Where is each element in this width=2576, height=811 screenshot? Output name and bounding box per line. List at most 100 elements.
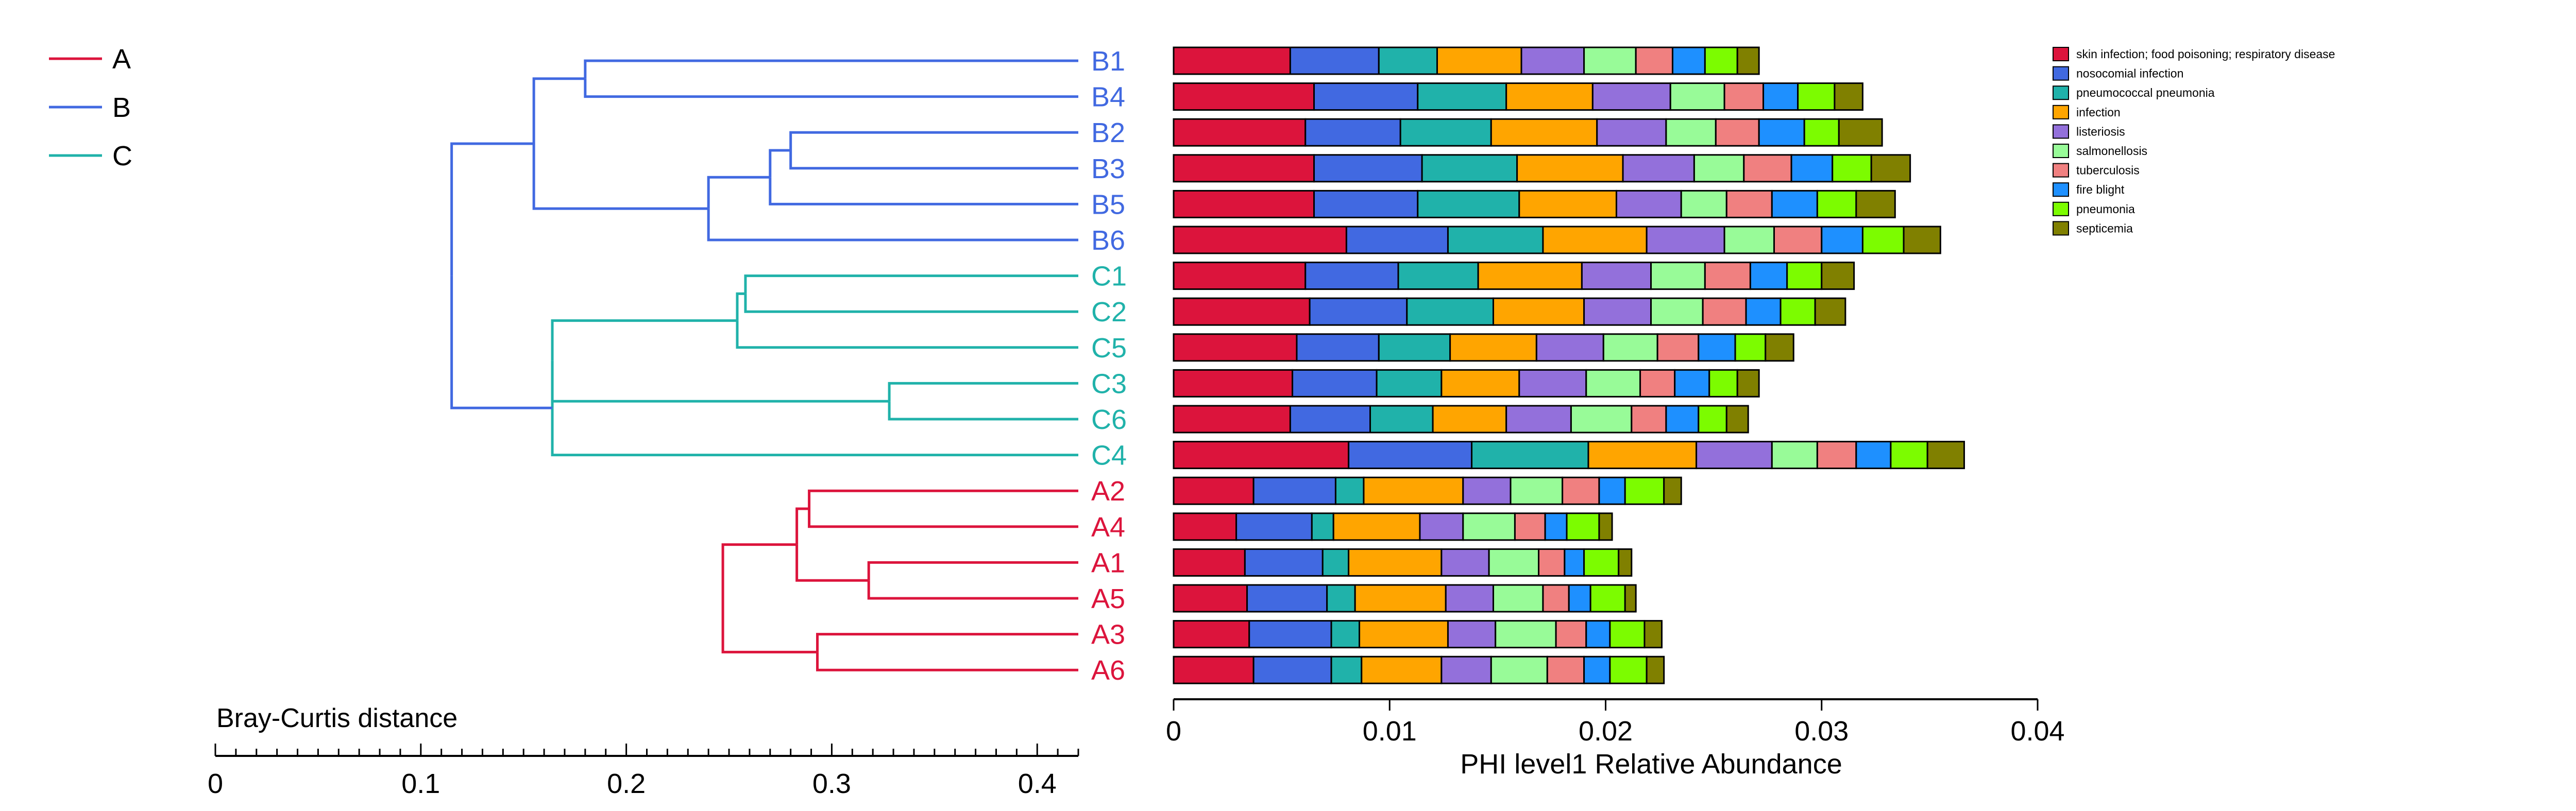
series-legend-label: fire blight bbox=[2076, 183, 2125, 196]
bar-segment bbox=[1173, 369, 1294, 398]
bar-segment bbox=[1646, 226, 1725, 254]
group-legend: ABC bbox=[49, 44, 132, 171]
bar-segment bbox=[1715, 118, 1760, 147]
dendrogram-branch bbox=[789, 131, 1078, 150]
bar-row bbox=[1173, 333, 1794, 362]
bar-segment bbox=[1736, 46, 1760, 75]
bar-segment bbox=[1758, 118, 1805, 147]
bar-row bbox=[1173, 118, 1883, 147]
dendrogram-branch bbox=[888, 401, 1078, 421]
bar-segment bbox=[1564, 548, 1585, 577]
bar-segment bbox=[1544, 512, 1568, 541]
dendrogram-branch bbox=[744, 274, 1078, 294]
bar-segment bbox=[1432, 405, 1507, 434]
bar-segment bbox=[1581, 262, 1652, 290]
bar-segment bbox=[1440, 548, 1490, 577]
bar-segment bbox=[1173, 82, 1315, 111]
bar-segment bbox=[1173, 118, 1307, 147]
bar-segment bbox=[1235, 512, 1313, 541]
series-legend-swatch bbox=[2053, 144, 2069, 158]
bar-segment bbox=[1723, 226, 1775, 254]
series-legend-swatch bbox=[2053, 66, 2069, 81]
bar-segment bbox=[1447, 226, 1544, 254]
bar-segment bbox=[1698, 333, 1736, 362]
bar-segment bbox=[1650, 262, 1706, 290]
dendrogram-branch bbox=[450, 142, 534, 276]
distance-tick-label: 0 bbox=[208, 768, 223, 799]
bar-segment bbox=[1173, 512, 1238, 541]
bar-segment bbox=[1723, 82, 1765, 111]
bar-segment bbox=[1440, 369, 1520, 398]
series-legend-label: nosocomial infection bbox=[2076, 67, 2183, 80]
distance-tick-label: 0.1 bbox=[401, 768, 440, 799]
bar-segment bbox=[1492, 297, 1585, 326]
bar-segment bbox=[1635, 46, 1673, 75]
bar-segment bbox=[1345, 226, 1449, 254]
bar-segment bbox=[1417, 189, 1520, 218]
abundance-tick-label: 0.02 bbox=[1579, 716, 1633, 747]
bar-segment bbox=[1330, 620, 1361, 649]
series-legend-swatch bbox=[2053, 201, 2069, 216]
bar-segment bbox=[1518, 369, 1587, 398]
leaf-label: A5 bbox=[1091, 583, 1125, 614]
leaf-label: C3 bbox=[1091, 368, 1127, 399]
bar-row bbox=[1173, 297, 1846, 326]
bar-segment bbox=[1734, 333, 1767, 362]
leaf-label: A4 bbox=[1091, 512, 1125, 543]
bar-segment bbox=[1693, 154, 1745, 183]
bar-row bbox=[1173, 226, 1941, 254]
distance-axis: Bray-Curtis distance 0 0.1 0.2 0.3 0.4 bbox=[208, 703, 1079, 799]
series-legend-swatch bbox=[2053, 85, 2069, 100]
bar-segment bbox=[1406, 297, 1494, 326]
bar-segment bbox=[1821, 226, 1863, 254]
bar-row bbox=[1173, 548, 1633, 577]
bar-segment bbox=[1816, 189, 1857, 218]
bar-segment bbox=[1583, 46, 1637, 75]
bar-segment bbox=[1780, 297, 1816, 326]
leaf-label: C1 bbox=[1091, 261, 1127, 292]
bar-segment bbox=[1492, 584, 1544, 613]
bar-segment bbox=[1598, 512, 1613, 541]
bar-row bbox=[1173, 584, 1637, 613]
bar-segment bbox=[1447, 620, 1497, 649]
bar-segment bbox=[1292, 369, 1378, 398]
bar-segment bbox=[1369, 405, 1434, 434]
bar-segment bbox=[1445, 584, 1494, 613]
bar-segment bbox=[1535, 333, 1604, 362]
bar-segment bbox=[1773, 226, 1823, 254]
bar-segment bbox=[1436, 46, 1522, 75]
leaf-label: B3 bbox=[1091, 153, 1125, 184]
bar-segment bbox=[1855, 189, 1896, 218]
bar-segment bbox=[1926, 441, 1965, 470]
bar-segment bbox=[1725, 189, 1773, 218]
bar-segment bbox=[1173, 620, 1250, 649]
bar-segment bbox=[1589, 584, 1626, 613]
leaf-label: A6 bbox=[1091, 655, 1125, 686]
dendrogram-branch bbox=[721, 598, 818, 653]
bar-segment bbox=[1650, 297, 1704, 326]
bar-segment bbox=[1762, 82, 1799, 111]
bar-segment bbox=[1304, 262, 1399, 290]
bar-segment bbox=[1702, 297, 1747, 326]
dendrogram-branch bbox=[808, 489, 1078, 509]
series-legend-swatch bbox=[2053, 124, 2069, 139]
bar-row bbox=[1173, 154, 1911, 183]
bar-segment bbox=[1583, 655, 1611, 684]
bar-segment bbox=[1624, 476, 1665, 505]
bar-segment bbox=[1311, 512, 1334, 541]
bar-segment bbox=[1518, 189, 1617, 218]
dendrogram-branch bbox=[707, 209, 1078, 241]
leaf-label: C5 bbox=[1091, 333, 1127, 364]
bar-segment bbox=[1462, 476, 1512, 505]
bar-segment bbox=[1477, 262, 1583, 290]
bar-segment bbox=[1704, 46, 1738, 75]
series-legend-swatch bbox=[2053, 221, 2069, 236]
bar-segment bbox=[1546, 655, 1585, 684]
bar-segment bbox=[1696, 441, 1773, 470]
bar-segment bbox=[1745, 297, 1782, 326]
bar-segment bbox=[1520, 46, 1585, 75]
dendrogram-branch bbox=[532, 77, 585, 144]
bar-segment bbox=[1591, 82, 1671, 111]
bar-segment bbox=[1378, 46, 1438, 75]
